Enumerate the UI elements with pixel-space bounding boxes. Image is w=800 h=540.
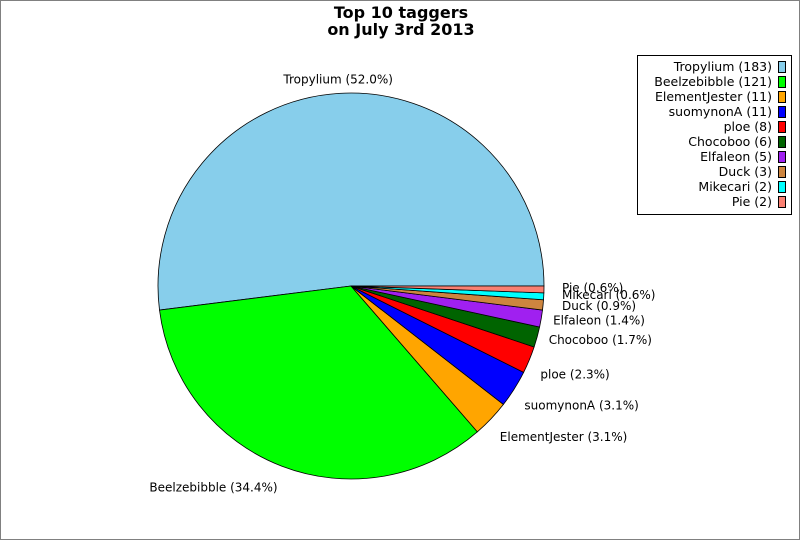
legend-label: ploe (8) — [723, 119, 772, 134]
legend: Tropylium (183) Beelzebibble (121) Element… — [637, 55, 792, 215]
legend-label: Pie (2) — [731, 194, 772, 209]
legend-label: Beelzebibble (121) — [654, 74, 772, 89]
legend-swatch — [778, 150, 786, 163]
chart-title-line-1: Top 10 taggers — [333, 3, 469, 22]
slice-labels: Tropylium (52.0%) Beelzebibble (34.4%) Ele… — [149, 72, 655, 494]
slice-label-elfaleon: Elfaleon (1.4%) — [553, 314, 645, 328]
legend-label: Elfaleon (5) — [700, 149, 772, 164]
legend-swatch — [778, 60, 786, 73]
legend-swatch — [778, 105, 786, 118]
legend-item-mikecari: Mikecari (2) — [638, 179, 791, 194]
slice-label-ploe: ploe (2.3%) — [540, 368, 609, 382]
legend-item-tropylium: Tropylium (183) — [638, 59, 791, 74]
legend-label: suomynonA (11) — [668, 104, 772, 119]
chart-title-line-2: on July 3rd 2013 — [327, 20, 475, 39]
slice-label-elementjester: ElementJester (3.1%) — [500, 430, 628, 444]
slice-label-beelzebibble: Beelzebibble (34.4%) — [149, 480, 277, 494]
slice-label-chocoboo: Chocoboo (1.7%) — [549, 333, 652, 347]
slice-label-suomynona: suomynonA (3.1%) — [524, 398, 638, 412]
legend-item-chocoboo: Chocoboo (6) — [638, 134, 791, 149]
legend-item-duck: Duck (3) — [638, 164, 791, 179]
legend-label: Chocoboo (6) — [688, 134, 772, 149]
legend-item-elementjester: ElementJester (11) — [638, 89, 791, 104]
legend-label: Mikecari (2) — [698, 179, 772, 194]
legend-swatch — [778, 180, 786, 193]
legend-swatch — [778, 120, 786, 133]
legend-swatch — [778, 75, 786, 88]
pie-slices — [157, 92, 545, 480]
legend-item-suomynona: suomynonA (11) — [638, 104, 791, 119]
legend-swatch — [778, 90, 786, 103]
slice-label-tropylium: Tropylium (52.0%) — [282, 72, 393, 86]
chart-title: Top 10 taggers on July 3rd 2013 — [1, 3, 799, 39]
pie-slice-beelzebibble — [159, 285, 478, 480]
legend-swatch — [778, 195, 786, 208]
legend-swatch — [778, 165, 786, 178]
pie-slice-tropylium — [157, 92, 545, 311]
legend-item-beelzebibble: Beelzebibble (121) — [638, 74, 791, 89]
legend-item-elfaleon: Elfaleon (5) — [638, 149, 791, 164]
legend-swatch — [778, 135, 786, 148]
legend-item-pie: Pie (2) — [638, 194, 791, 209]
legend-item-ploe: ploe (8) — [638, 119, 791, 134]
slice-label-mikecari: Mikecari (0.6%) — [562, 288, 655, 302]
legend-label: Tropylium (183) — [673, 59, 772, 74]
legend-label: ElementJester (11) — [654, 89, 772, 104]
slice-label-duck: Duck (0.9%) — [562, 299, 636, 313]
pie-slice-pie — [350, 285, 545, 294]
legend-label: Duck (3) — [718, 164, 772, 179]
slice-label-pie: Pie (0.6%) — [562, 281, 623, 295]
